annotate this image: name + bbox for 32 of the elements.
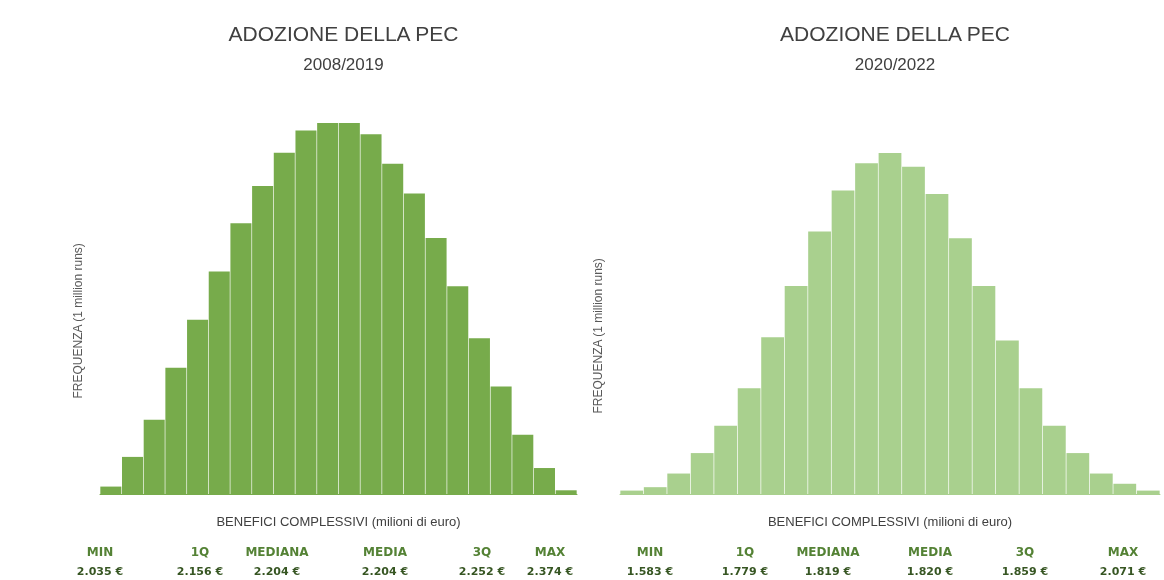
text: 2.035 € <box>76 564 124 578</box>
text: 2.204 € <box>361 564 409 578</box>
text: 2.204 € <box>253 564 301 578</box>
text: 3Q <box>472 545 492 559</box>
y-axis-title: FREQUENZA (1 million runs) <box>591 258 605 414</box>
text: 1.820 € <box>906 564 954 578</box>
text: MIN <box>86 545 114 559</box>
chart-title: ADOZIONE DELLA PEC <box>228 22 459 45</box>
chart-subtitle: 2008/2019 <box>303 55 384 74</box>
text: 1.779 € <box>721 564 769 578</box>
text: 3Q <box>1015 545 1035 559</box>
y-axis-title: FREQUENZA (1 million runs) <box>71 243 85 399</box>
chart-title: ADOZIONE DELLA PEC <box>780 22 1010 45</box>
text: 1.859 € <box>1001 564 1049 578</box>
text: 2.252 € <box>458 564 506 578</box>
text: 2.156 € <box>176 564 224 578</box>
text: MIN <box>636 545 664 559</box>
text: MAX <box>1107 545 1139 559</box>
text: MAX <box>534 545 566 559</box>
text: 2.071 € <box>1099 564 1147 578</box>
text: MEDIA <box>363 545 408 559</box>
x-axis-title: BENEFICI COMPLESSIVI (milioni di euro) <box>767 514 1013 529</box>
text: 1Q <box>190 545 210 559</box>
text: MEDIANA <box>796 545 861 559</box>
x-axis-title: BENEFICI COMPLESSIVI (milioni di euro) <box>216 514 461 529</box>
text: 1Q <box>735 545 755 559</box>
text: 1.819 € <box>804 564 852 578</box>
text: 2.374 € <box>526 564 574 578</box>
chart-subtitle: 2020/2022 <box>854 55 936 74</box>
text: MEDIA <box>908 545 953 559</box>
text: MEDIANA <box>245 545 310 559</box>
text: 1.583 € <box>626 564 674 578</box>
